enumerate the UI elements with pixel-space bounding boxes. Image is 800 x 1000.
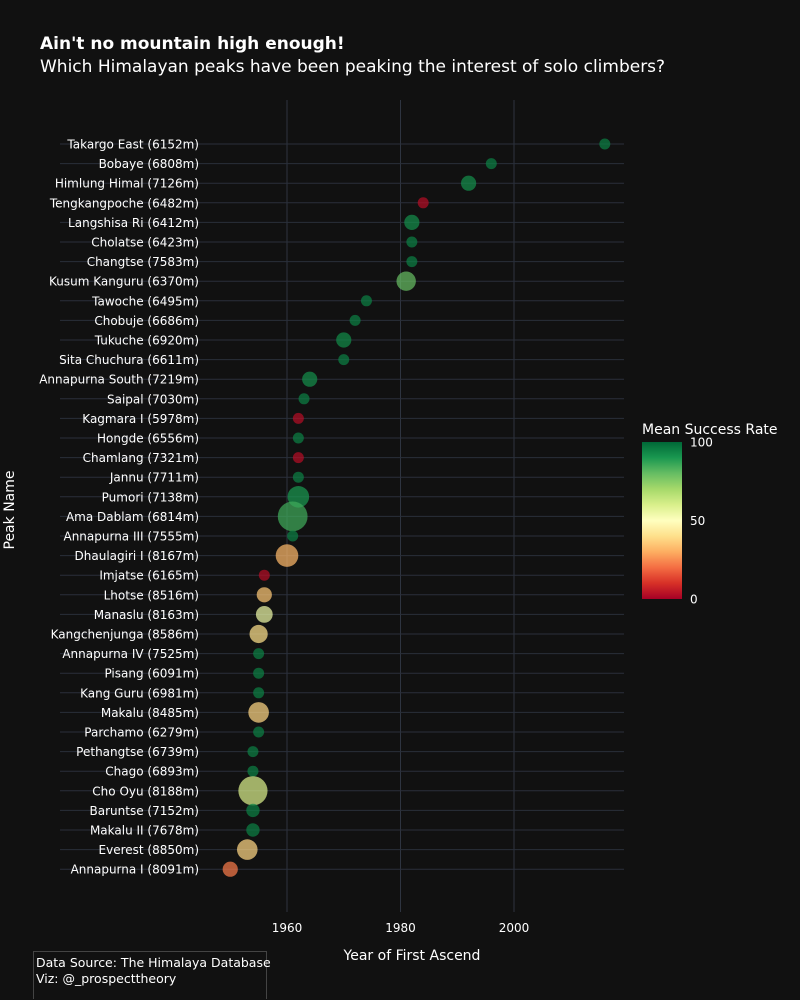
data-source-text: Data Source: The Himalaya Database xyxy=(36,955,271,970)
data-point xyxy=(292,412,304,424)
y-tick-label: Makalu II (7678m) xyxy=(90,824,199,838)
y-tick-label: Langshisa Ri (6412m) xyxy=(68,216,199,230)
colorbar-bar xyxy=(642,442,682,599)
y-tick-label: Annapurna III (7555m) xyxy=(63,530,199,544)
x-axis-title: Year of First Ascend xyxy=(343,948,481,964)
y-tick-label: Sita Chuchura (6611m) xyxy=(59,353,199,367)
y-tick-labels: Takargo East (6152m) Bobaye (6808m) Himlun… xyxy=(39,138,199,877)
data-point xyxy=(287,530,299,542)
data-point xyxy=(275,544,299,567)
y-tick-label: Hongde (6556m) xyxy=(97,432,199,446)
data-point xyxy=(485,158,497,170)
y-tick-label: Parchamo (6279m) xyxy=(84,726,199,740)
x-tick-label: 1960 xyxy=(272,921,303,935)
data-point xyxy=(258,569,270,581)
data-point xyxy=(255,606,273,623)
y-tick-label: Pumori (7138m) xyxy=(102,490,199,504)
y-tick-label: Everest (8850m) xyxy=(99,843,199,857)
data-point xyxy=(298,393,310,405)
data-point xyxy=(246,823,260,837)
y-axis-title: Peak Name xyxy=(2,471,18,550)
data-point xyxy=(396,271,416,291)
data-point xyxy=(292,432,304,444)
y-tick-label: Annapurna South (7219m) xyxy=(39,373,199,387)
data-point xyxy=(238,776,268,806)
data-point xyxy=(599,138,611,150)
chart-title: Ain't no mountain high enough! xyxy=(40,34,345,54)
y-tick-label: Cholatse (6423m) xyxy=(91,236,199,250)
y-tick-label: Bobaye (6808m) xyxy=(99,157,199,171)
y-tick-label: Chobuje (6686m) xyxy=(94,314,199,328)
data-point xyxy=(349,314,361,326)
y-tick-label: Ama Dablam (6814m) xyxy=(66,510,199,524)
colorbar-title: Mean Success Rate xyxy=(642,422,778,438)
data-point xyxy=(360,295,372,307)
data-point xyxy=(247,765,259,777)
y-tick-label: Takargo East (6152m) xyxy=(66,138,199,152)
data-point xyxy=(253,667,265,679)
y-tick-label: Kang Guru (6981m) xyxy=(80,686,199,700)
data-point xyxy=(246,803,260,818)
y-tick-label: Annapurna I (8091m) xyxy=(71,863,199,877)
chart-subtitle: Which Himalayan peaks have been peaking … xyxy=(40,57,666,77)
data-point xyxy=(253,687,265,699)
data-point xyxy=(417,197,429,209)
y-tick-label: Cho Oyu (8188m) xyxy=(92,784,199,798)
y-tick-label: Kangchenjunga (8586m) xyxy=(51,628,199,642)
viz-credit-text: Viz: @_prospecttheory xyxy=(36,971,177,986)
data-point xyxy=(248,702,269,723)
data-point xyxy=(253,726,265,738)
y-tick-label: Baruntse (7152m) xyxy=(90,804,199,818)
data-point xyxy=(461,175,477,191)
data-point xyxy=(292,452,304,464)
colorbar-tick-label: 100 xyxy=(690,436,713,450)
y-tick-label: Chago (6893m) xyxy=(105,765,199,779)
data-point xyxy=(406,236,418,248)
data-point xyxy=(249,624,268,644)
data-point xyxy=(277,501,308,532)
y-tick-label: Pisang (6091m) xyxy=(104,667,199,681)
data-point xyxy=(247,746,259,758)
y-tick-label: Kagmara I (5978m) xyxy=(82,412,199,426)
scatter-points xyxy=(222,138,611,877)
colorbar-ticks: 0 50 100 xyxy=(690,436,713,607)
y-tick-label: Changtse (7583m) xyxy=(87,255,199,269)
grid-lines xyxy=(60,100,624,912)
x-tick-label: 2000 xyxy=(499,921,530,935)
data-point xyxy=(222,861,238,877)
data-source-box: Data Source: The Himalaya Database Viz: … xyxy=(33,951,271,999)
data-point xyxy=(292,471,304,483)
data-point xyxy=(236,839,258,860)
y-tick-label: Chamlang (7321m) xyxy=(83,451,199,465)
data-point xyxy=(404,214,420,230)
y-tick-label: Jannu (7711m) xyxy=(109,471,199,485)
x-tick-label: 1980 xyxy=(385,921,416,935)
data-point xyxy=(338,354,350,366)
y-tick-label: Manaslu (8163m) xyxy=(94,608,199,622)
y-tick-label: Annapurna IV (7525m) xyxy=(62,647,199,661)
y-tick-label: Saipal (7030m) xyxy=(107,392,199,406)
data-point xyxy=(336,332,352,348)
colorbar: Mean Success Rate 0 50 100 xyxy=(642,422,778,607)
y-tick-label: Himlung Himal (7126m) xyxy=(55,177,199,191)
colorbar-tick-label: 50 xyxy=(690,514,705,528)
colorbar-tick-label: 0 xyxy=(690,593,698,607)
y-tick-label: Imjatse (6165m) xyxy=(99,569,199,583)
y-tick-label: Tengkangpoche (6482m) xyxy=(49,196,199,210)
x-tick-labels: 1960 1980 2000 xyxy=(272,921,530,935)
y-tick-label: Tukuche (6920m) xyxy=(94,334,199,348)
y-tick-label: Makalu (8485m) xyxy=(101,706,199,720)
y-tick-label: Lhotse (8516m) xyxy=(104,588,199,602)
y-tick-label: Tawoche (6495m) xyxy=(91,294,199,308)
data-point xyxy=(302,371,318,387)
y-tick-label: Kusum Kanguru (6370m) xyxy=(49,275,199,289)
data-point xyxy=(256,587,272,603)
y-tick-label: Dhaulagiri I (8167m) xyxy=(75,549,199,563)
data-point xyxy=(253,648,265,660)
y-tick-label: Pethangtse (6739m) xyxy=(76,745,199,759)
data-point xyxy=(406,256,418,268)
